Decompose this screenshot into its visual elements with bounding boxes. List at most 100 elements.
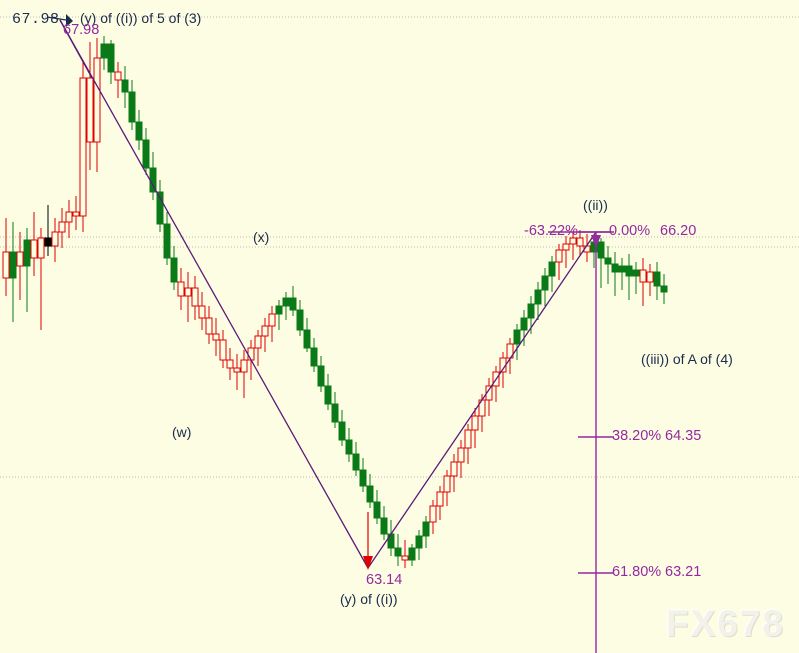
candle: [37, 228, 45, 330]
candle: [513, 324, 521, 360]
candle: [366, 474, 374, 508]
candle: [65, 200, 73, 238]
fib-anchor-arrow-icon: [591, 235, 601, 248]
candle: [639, 258, 647, 306]
candle: [72, 196, 80, 230]
candle: [233, 354, 241, 390]
candle: [457, 440, 465, 478]
trendline-pivot-high-spur[interactable]: [59, 19, 93, 79]
candle: [632, 262, 640, 294]
candle: [44, 205, 52, 256]
candle: [191, 276, 199, 320]
candle: [415, 530, 423, 560]
candle: [485, 378, 493, 416]
candle: [429, 500, 437, 534]
candle: [534, 282, 542, 320]
candle: [51, 218, 59, 262]
candle: [548, 256, 556, 292]
candle: [394, 534, 402, 566]
candle: [128, 80, 136, 130]
candle: [156, 180, 164, 232]
candle: [555, 244, 563, 280]
candle: [422, 516, 430, 548]
trendline-uptrend-lower[interactable]: [367, 231, 597, 569]
candle: [219, 330, 227, 368]
candle: [660, 274, 668, 304]
candle: [86, 42, 94, 170]
candle: [198, 292, 206, 330]
candle: [268, 306, 276, 342]
candle: [135, 110, 143, 150]
candle: [317, 356, 325, 392]
candle: [310, 338, 318, 372]
candle: [408, 544, 416, 566]
candle: [240, 350, 248, 398]
candle: [114, 62, 122, 98]
high-pivot-pointer: [46, 14, 373, 570]
candlestick-series: [2, 36, 668, 568]
candle: [107, 40, 115, 84]
candle: [282, 292, 290, 320]
candle: [261, 318, 269, 352]
candle: [359, 458, 367, 492]
candle: [226, 348, 234, 380]
pivot-pointer-line: [46, 16, 67, 21]
candle: [401, 540, 409, 568]
candle: [541, 268, 549, 306]
candle: [149, 152, 157, 200]
candle: [625, 254, 633, 300]
candle: [464, 424, 472, 464]
candle: [289, 286, 297, 316]
candle: [30, 212, 38, 276]
gridlines: [0, 16, 799, 478]
candle: [562, 236, 570, 268]
trendlines: [59, 19, 597, 569]
candle: [254, 330, 262, 366]
candle: [212, 318, 220, 356]
low-pivot-arrow-icon: [363, 556, 373, 570]
candle: [184, 272, 192, 322]
candle: [9, 222, 17, 322]
candle: [618, 258, 626, 290]
candle: [380, 506, 388, 540]
candle: [576, 230, 584, 256]
candle: [296, 300, 304, 336]
candle: [93, 38, 101, 172]
candle: [79, 60, 87, 232]
candle: [569, 232, 577, 260]
candle: [450, 454, 458, 492]
candle: [205, 306, 213, 344]
candle: [177, 268, 185, 310]
candle: [604, 246, 612, 284]
candle: [142, 128, 150, 175]
candle: [2, 218, 10, 296]
candle: [520, 310, 528, 346]
candle: [443, 470, 451, 506]
candle: [324, 374, 332, 410]
candle: [471, 408, 479, 448]
candle: [373, 490, 381, 524]
fibonacci-retracement-tool: [548, 231, 614, 653]
candle: [170, 246, 178, 290]
candle: [275, 300, 283, 330]
candle: [653, 262, 661, 300]
candle: [163, 212, 171, 265]
candle: [303, 318, 311, 352]
candle: [352, 442, 360, 476]
candle: [58, 208, 66, 248]
candle: [16, 232, 24, 300]
candle: [611, 252, 619, 296]
pivot-pointer-arrow-icon: [66, 14, 73, 27]
candle: [646, 264, 654, 296]
candle: [338, 410, 346, 446]
candle: [121, 66, 129, 108]
candle: [331, 392, 339, 428]
candle: [23, 228, 31, 312]
candle: [345, 428, 353, 462]
candle: [436, 486, 444, 520]
trendline-downtrend-upper[interactable]: [59, 19, 369, 569]
candle: [597, 238, 605, 288]
candle: [492, 366, 500, 402]
